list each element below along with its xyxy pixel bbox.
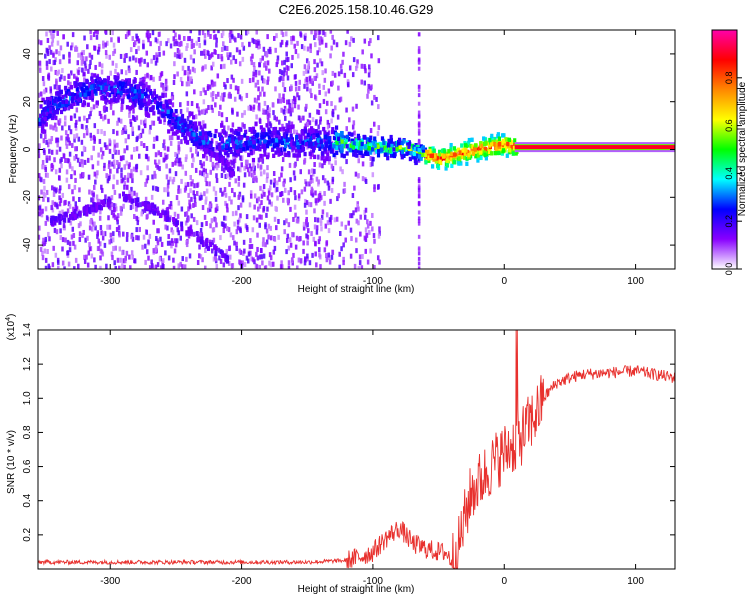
spectrogram-ridge <box>38 72 519 171</box>
snr-exponent-close: ) <box>6 314 17 317</box>
spectrogram-x-tick-label: -200 <box>232 276 252 287</box>
colorbar-ticks: 0.0 0.2 0.4 0.6 0.8 <box>724 72 742 276</box>
spectrogram-y-tick-label: -40 <box>22 237 33 252</box>
snr-x-tick-label: 0 <box>501 576 507 587</box>
spectrogram-y-tick-label: 0 <box>22 146 33 152</box>
snr-series-line <box>38 330 675 569</box>
snr-x-axis-label: Height of straight line (km) <box>298 584 415 595</box>
svg-text:(x104): (x104) <box>5 314 17 341</box>
snr-y-tick-label: 0.4 <box>22 493 33 507</box>
snr-exponent-label: (x104) <box>5 314 17 341</box>
snr-x-ticks: -300 -200 -100 0 100 <box>100 330 644 587</box>
spectrogram-x-ticks: -300 -200 -100 0 100 <box>100 30 644 287</box>
snr-exponent-power: 4 <box>5 317 12 321</box>
colorbar-tick-label: 0.4 <box>724 167 734 180</box>
spectrogram-x-tick-label: 0 <box>501 276 507 287</box>
spectrogram-y-ticks: -40 -20 0 20 40 <box>22 48 675 252</box>
snr-y-tick-label: 0.8 <box>22 425 33 439</box>
spectrogram-y-tick-label: 20 <box>22 96 33 108</box>
snr-y-ticks: 0.2 0.4 0.6 0.8 1.0 1.2 1.4 <box>22 323 675 542</box>
colorbar-gradient <box>712 30 737 269</box>
snr-frame <box>37 329 676 570</box>
snr-plot-area <box>38 330 675 569</box>
spectrogram-y-axis-label: Frequency (Hz) <box>8 115 19 184</box>
spectrogram-y-tick-label: 40 <box>22 48 33 60</box>
snr-y-tick-label: 1.0 <box>22 391 33 405</box>
snr-y-tick-label: 1.2 <box>22 357 33 371</box>
figure-title: C2E6.2025.158.10.46.G29 <box>279 2 434 17</box>
spectrogram-x-tick-label: -300 <box>100 276 120 287</box>
snr-series-layer <box>38 330 675 569</box>
snr-panel: -300 -200 -100 0 100 0.2 0.4 0.6 0.8 1.0 1.2 1.4 H… <box>5 314 676 595</box>
spectrogram-x-tick-label: 100 <box>627 276 644 287</box>
colorbar-label: Normalized spectral amplitude <box>737 81 748 216</box>
spectrogram-heatmap <box>38 30 675 269</box>
snr-exponent-base: (x10 <box>6 320 17 340</box>
colorbar-frame <box>711 29 738 270</box>
snr-y-tick-label: 1.4 <box>22 323 33 337</box>
spectrogram-carrier-line <box>514 142 675 153</box>
colorbar-tick-label: 0.6 <box>724 119 734 132</box>
spectrogram-y-tick-label: -20 <box>22 190 33 205</box>
colorbar-tick-label: 0.2 <box>724 215 734 228</box>
snr-y-tick-label: 0.6 <box>22 459 33 473</box>
snr-x-tick-label: 100 <box>627 576 644 587</box>
snr-y-tick-label: 0.2 <box>22 527 33 541</box>
colorbar-tick-label: 0.8 <box>724 72 734 85</box>
colorbar-tick-label: 0.0 <box>724 263 734 276</box>
snr-y-axis-label: SNR (10 * v/v) <box>6 430 17 494</box>
snr-x-tick-label: -300 <box>100 576 120 587</box>
colorbar: 0.0 0.2 0.4 0.6 0.8 Normalized spectral ampl… <box>711 29 748 276</box>
spectrogram-x-axis-label: Height of straight line (km) <box>298 284 415 295</box>
spectrogram-x-tick-label: -100 <box>363 276 383 287</box>
snr-x-tick-label: -200 <box>232 576 252 587</box>
snr-x-tick-label: -100 <box>363 576 383 587</box>
